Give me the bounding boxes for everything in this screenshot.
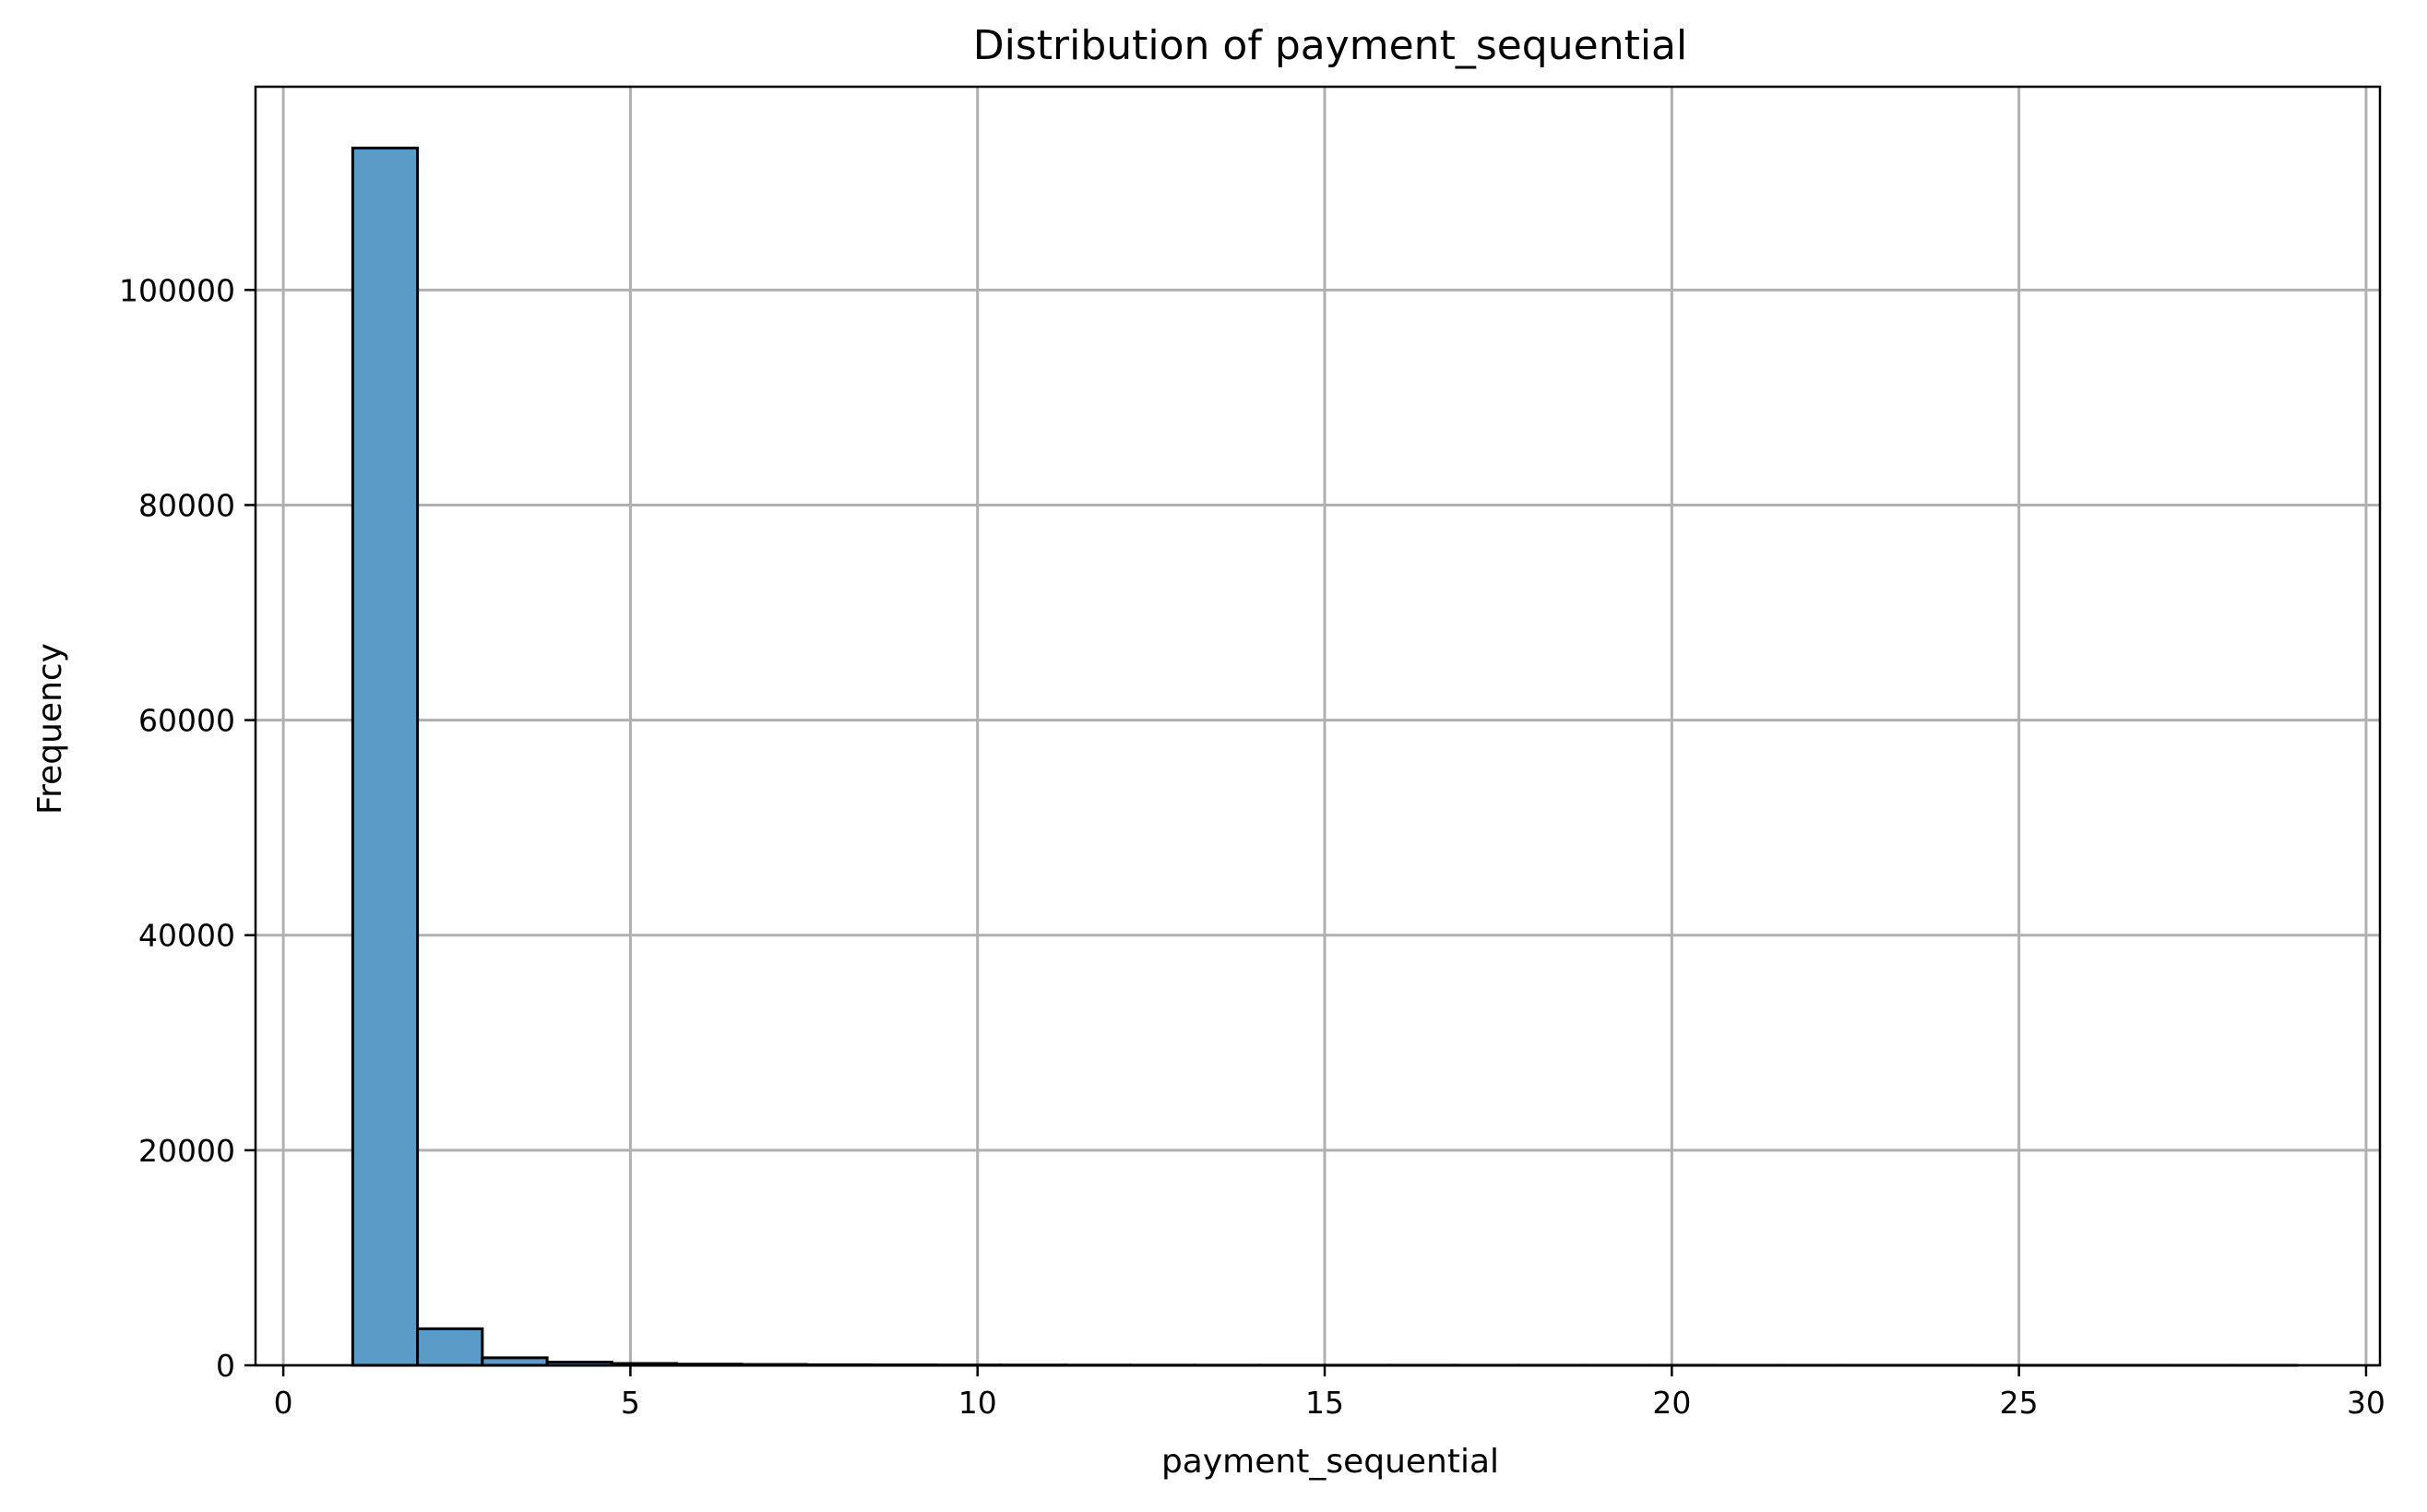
chart-title: Distribution of payment_sequential [973, 22, 1688, 69]
y-tick-label: 20000 [138, 1133, 235, 1169]
x-tick-label: 20 [1652, 1385, 1691, 1421]
axis-ticks: 0 5 10 15 20 25 30 0 20000 40000 60000 80000 100000 [119, 272, 2385, 1421]
plot-frame [254, 85, 2382, 1367]
y-tick-label: 100000 [119, 272, 235, 308]
x-tick-label: 30 [2347, 1385, 2385, 1421]
y-tick-label: 40000 [138, 918, 235, 954]
y-axis-label: Frequency [31, 643, 69, 815]
grid-lines [256, 87, 2380, 1367]
histogram-bar [351, 146, 420, 1367]
histogram-bar [416, 1327, 484, 1367]
x-tick-label: 0 [274, 1385, 293, 1421]
x-tick-label: 25 [2000, 1385, 2039, 1421]
x-tick-label: 15 [1305, 1385, 1344, 1421]
x-tick-label: 5 [621, 1385, 640, 1421]
x-tick-label: 10 [958, 1385, 997, 1421]
y-tick-label: 80000 [138, 487, 235, 523]
y-tick-label: 0 [216, 1348, 235, 1384]
x-axis-label: payment_sequential [1161, 1443, 1499, 1481]
y-tick-label: 60000 [138, 703, 235, 739]
histogram-bars [351, 146, 2299, 1367]
